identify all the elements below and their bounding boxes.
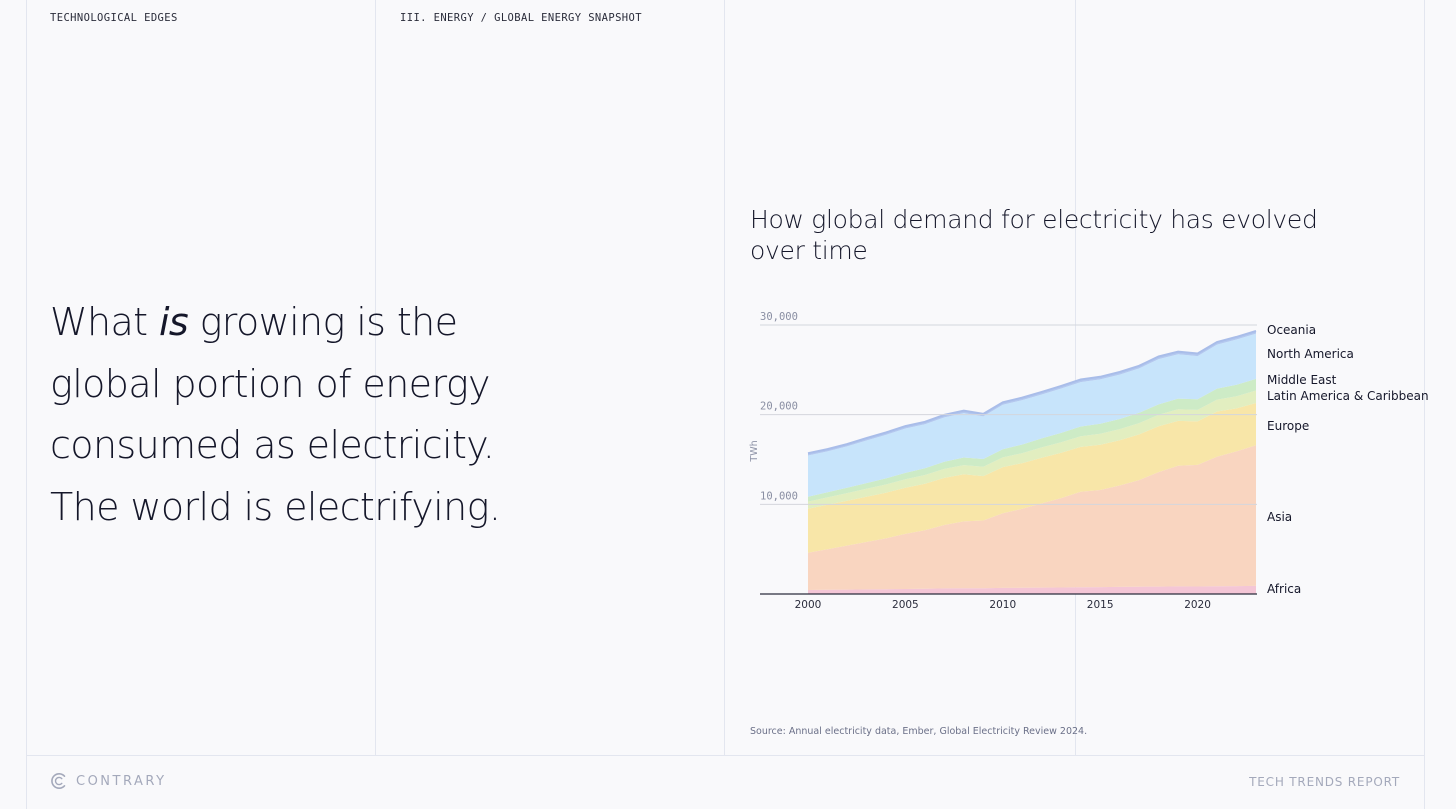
area-middle-east <box>808 378 1256 502</box>
area-asia <box>808 445 1256 590</box>
x-tick-label: 2020 <box>1184 599 1211 611</box>
x-tick-label: 2000 <box>795 599 822 611</box>
area-oceania <box>808 331 1256 456</box>
series-label: Latin America & Caribbean <box>1267 389 1429 403</box>
column-divider <box>724 0 725 755</box>
source-note: Source: Annual electricity data, Ember, … <box>750 726 1088 737</box>
headline-part2: growing is the global portion of energy … <box>50 300 501 529</box>
y-tick-label: 10,000 <box>760 490 798 502</box>
x-tick-label: 2005 <box>892 599 919 611</box>
brand-name: CONTRARY <box>76 773 167 789</box>
column-divider <box>26 0 27 809</box>
report-title: TECH TRENDS REPORT <box>1249 775 1400 789</box>
contrary-logo-icon <box>51 773 66 789</box>
header-label: TECHNOLOGICAL EDGES <box>50 12 178 24</box>
chart-title: How global demand for electricity has ev… <box>750 205 1318 265</box>
series-label: Asia <box>1267 510 1292 524</box>
area-africa <box>808 585 1256 594</box>
footer-divider <box>26 755 1424 756</box>
area-europe <box>808 403 1256 553</box>
series-label: Europe <box>1267 419 1309 433</box>
series-label: Middle East <box>1267 373 1337 387</box>
headline-emphasis: is <box>158 300 189 344</box>
top-outline <box>807 330 1257 455</box>
column-divider <box>375 0 376 755</box>
series-label: North America <box>1267 347 1354 361</box>
headline: What is growing is the global portion of… <box>50 292 570 538</box>
x-tick-label: 2015 <box>1087 599 1114 611</box>
x-tick-label: 2010 <box>989 599 1016 611</box>
brand-logo[interactable]: CONTRARY <box>50 772 167 790</box>
headline-part1: What <box>50 300 159 344</box>
y-axis-label: TWh <box>749 440 760 462</box>
y-tick-label: 20,000 <box>760 401 798 413</box>
area-latin-america-caribbean <box>808 390 1256 509</box>
series-label: Africa <box>1267 582 1301 596</box>
column-divider <box>1075 0 1076 755</box>
y-tick-label: 30,000 <box>760 311 798 323</box>
column-divider <box>1424 0 1425 809</box>
section-breadcrumb[interactable]: III. ENERGY / GLOBAL ENERGY SNAPSHOT <box>400 12 642 24</box>
series-label: Oceania <box>1267 323 1316 337</box>
